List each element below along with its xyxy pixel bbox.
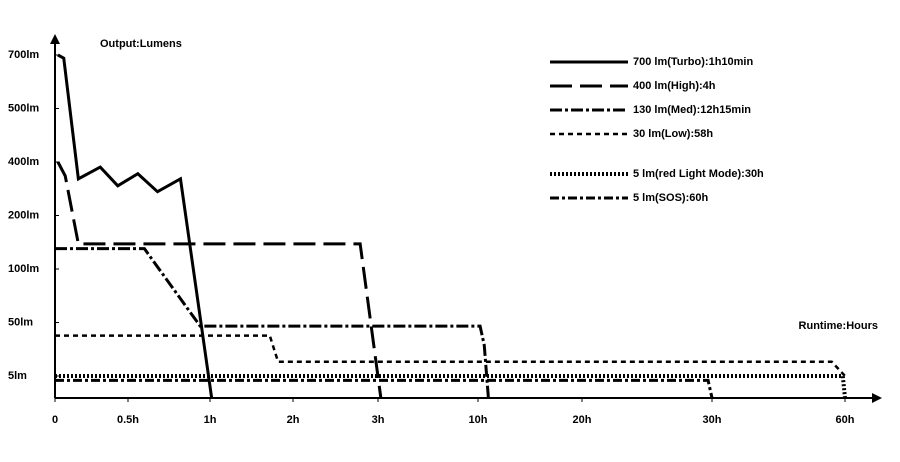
legend-label: 700 lm(Turbo):1h10min <box>633 56 753 68</box>
legend-label: 30 lm(Low):58h <box>633 128 713 140</box>
y-tick-label: 500lm <box>8 102 39 114</box>
x-tick-label: 30h <box>703 414 722 426</box>
legend-label: 400 lm(High):4h <box>633 80 716 92</box>
x-tick-label: 1h <box>204 414 217 426</box>
y-tick-label: 400lm <box>8 156 39 168</box>
series-line <box>56 161 383 399</box>
y-axis-arrow <box>50 34 60 44</box>
y-tick-label: 200lm <box>8 209 39 221</box>
x-tick-label: 0.5h <box>117 414 139 426</box>
x-tick-label: 3h <box>372 414 385 426</box>
x-tick-label: 20h <box>573 414 592 426</box>
x-tick-label: 60h <box>836 414 855 426</box>
series-line <box>55 378 714 399</box>
y-tick-label: 700lm <box>8 49 39 61</box>
y-axis-title: Output:Lumens <box>100 38 182 50</box>
x-tick-label: 0 <box>52 414 58 426</box>
y-tick-label: 100lm <box>8 263 39 275</box>
series-line <box>55 247 490 399</box>
series-line <box>55 334 846 377</box>
x-tick-label: 2h <box>287 414 300 426</box>
series-line <box>57 53 214 399</box>
legend-label: 5 lm(red Light Mode):30h <box>633 168 764 180</box>
y-tick-label: 5lm <box>8 370 27 382</box>
y-tick-label: 50lm <box>8 316 33 328</box>
x-axis-arrow <box>872 393 882 403</box>
x-axis-title: Runtime:Hours <box>799 320 878 332</box>
legend-label: 5 lm(SOS):60h <box>633 192 708 204</box>
series-line <box>55 374 847 399</box>
x-tick-label: 10h <box>469 414 488 426</box>
legend-label: 130 lm(Med):12h15min <box>633 104 751 116</box>
